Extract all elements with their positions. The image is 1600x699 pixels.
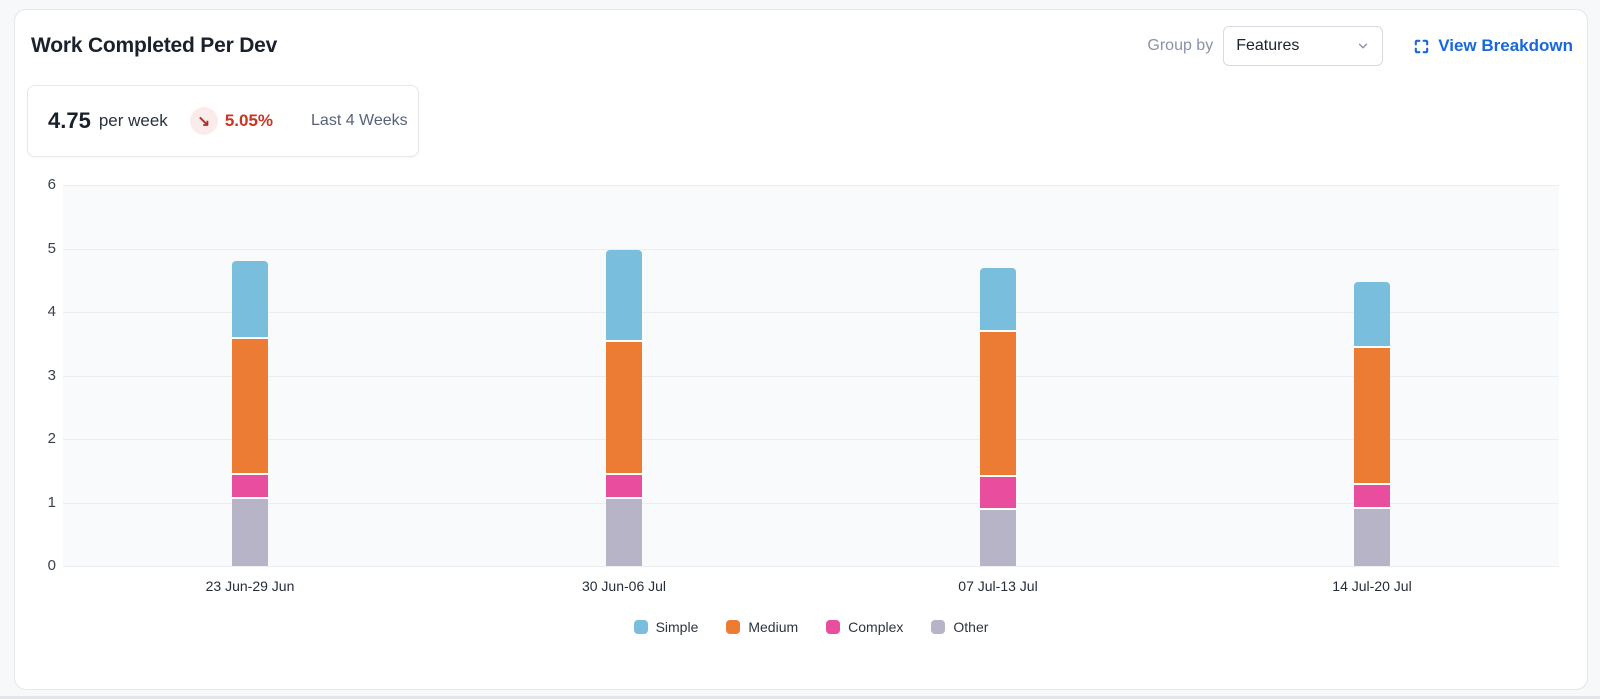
x-tick-label: 23 Jun-29 Jun bbox=[205, 578, 295, 594]
summary-card: 4.75 per week ↘ 5.05% Last 4 Weeks bbox=[27, 85, 419, 157]
gridline-y3 bbox=[63, 375, 1559, 377]
trend-down-arrow-icon: ↘ bbox=[197, 112, 211, 130]
legend-label: Simple bbox=[655, 619, 699, 635]
bar-segment-other[interactable] bbox=[1354, 508, 1390, 566]
x-tick-label: 14 Jul-20 Jul bbox=[1332, 578, 1412, 594]
bar-segment-other[interactable] bbox=[232, 499, 268, 566]
bar-segment-simple[interactable] bbox=[606, 249, 642, 342]
y-axis: 0 1 2 3 4 5 6 bbox=[15, 176, 56, 574]
bar-segment-complex[interactable] bbox=[232, 475, 268, 500]
trend-down-badge: ↘ bbox=[189, 107, 218, 135]
legend: Simple Medium Complex Other bbox=[63, 619, 1559, 635]
legend-swatch-medium bbox=[726, 620, 741, 634]
bar-segment-medium[interactable] bbox=[980, 332, 1016, 478]
stacked-bar-23 Jun-29 Jun bbox=[232, 261, 268, 566]
view-breakdown-label: View Breakdown bbox=[1438, 36, 1573, 55]
stacked-bar-30 Jun-06 Jul bbox=[606, 249, 642, 566]
page-title: Work Completed Per Dev bbox=[31, 34, 278, 57]
legend-swatch-complex bbox=[826, 620, 841, 634]
y-tick-label-3: 3 bbox=[47, 366, 56, 384]
group-by-selected-value: Features bbox=[1236, 37, 1300, 54]
legend-swatch-simple bbox=[633, 620, 648, 634]
view-breakdown-button[interactable]: View Breakdown bbox=[1413, 36, 1573, 56]
header-controls: Group by Features View Breakdown bbox=[1147, 26, 1573, 66]
plot-area bbox=[63, 185, 1559, 567]
gridline-y6 bbox=[63, 185, 1559, 186]
bar-segment-complex[interactable] bbox=[1354, 484, 1390, 509]
gridline-y4 bbox=[63, 312, 1559, 313]
work-completed-panel: Work Completed Per Dev Group by Features… bbox=[14, 9, 1588, 690]
stacked-bar-07 Jul-13 Jul bbox=[980, 267, 1016, 566]
summary-period: Last 4 Weeks bbox=[311, 112, 408, 129]
bar-segment-medium[interactable] bbox=[232, 338, 268, 476]
bar-segment-simple[interactable] bbox=[1354, 281, 1390, 349]
stacked-bar-14 Jul-20 Jul bbox=[1354, 281, 1390, 566]
trend-percent: 5.05% bbox=[224, 111, 274, 130]
group-by-select[interactable]: Features bbox=[1223, 26, 1384, 66]
y-tick-label-1: 1 bbox=[47, 493, 56, 511]
gridline-y5 bbox=[63, 248, 1559, 250]
gridline-y1 bbox=[63, 502, 1559, 504]
bar-segment-medium[interactable] bbox=[1354, 348, 1390, 485]
window-bottom-edge bbox=[0, 696, 1600, 699]
x-axis: 23 Jun-29 Jun 30 Jun-06 Jul 07 Jul-13 Jul 1… bbox=[63, 578, 1559, 596]
bar-segment-other[interactable] bbox=[606, 499, 642, 566]
legend-label: Medium bbox=[748, 619, 799, 635]
y-tick-label-0: 0 bbox=[47, 557, 56, 574]
bar-segment-simple[interactable] bbox=[232, 261, 268, 339]
x-tick-label: 07 Jul-13 Jul bbox=[958, 578, 1038, 594]
y-tick-label-5: 5 bbox=[47, 239, 56, 257]
gridline-y0 bbox=[63, 566, 1559, 567]
summary-value: 4.75 bbox=[48, 108, 91, 133]
bar-segment-complex[interactable] bbox=[606, 475, 642, 500]
chevron-down-icon bbox=[1356, 39, 1370, 53]
bar-segment-medium[interactable] bbox=[606, 341, 642, 476]
y-tick-label-6: 6 bbox=[47, 176, 56, 193]
bar-segment-complex[interactable] bbox=[980, 477, 1016, 511]
y-tick-label-4: 4 bbox=[47, 303, 56, 320]
legend-item-other[interactable]: Other bbox=[931, 619, 988, 635]
legend-swatch-other bbox=[931, 620, 946, 634]
expand-icon bbox=[1413, 38, 1430, 55]
y-tick-label-2: 2 bbox=[47, 430, 56, 447]
legend-item-complex[interactable]: Complex bbox=[826, 619, 903, 635]
group-by-label: Group by bbox=[1147, 37, 1214, 54]
bar-segment-simple[interactable] bbox=[980, 267, 1016, 333]
legend-label: Complex bbox=[848, 619, 904, 635]
bar-segment-other[interactable] bbox=[980, 510, 1016, 566]
legend-item-simple[interactable]: Simple bbox=[633, 619, 699, 635]
x-tick-label: 30 Jun-06 Jul bbox=[581, 578, 667, 594]
gridline-y2 bbox=[63, 439, 1559, 440]
summary-unit: per week bbox=[98, 111, 168, 130]
legend-label: Other bbox=[953, 619, 989, 635]
legend-item-medium[interactable]: Medium bbox=[726, 619, 798, 635]
